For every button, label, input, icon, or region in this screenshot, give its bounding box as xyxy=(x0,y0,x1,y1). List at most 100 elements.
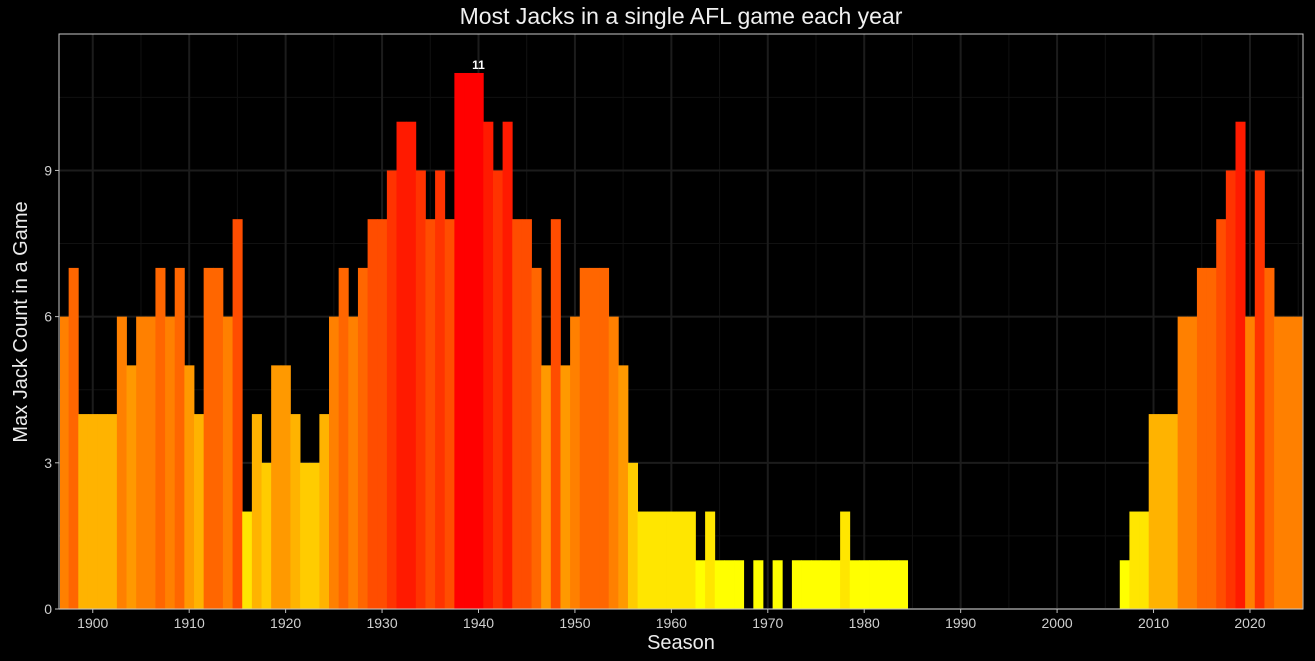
bar-2021 xyxy=(1254,170,1265,609)
x-tick-label: 2020 xyxy=(1234,615,1265,631)
bar-1971 xyxy=(772,560,783,609)
bar-1923 xyxy=(309,462,320,609)
bar-1933 xyxy=(406,121,417,610)
x-tick-label: 1930 xyxy=(366,615,397,631)
y-tick-label: 6 xyxy=(44,309,52,325)
bar-1902 xyxy=(107,414,118,609)
bar-2024 xyxy=(1283,316,1294,609)
bar-1931 xyxy=(386,170,397,609)
bar-1904 xyxy=(126,365,137,609)
bar-2010 xyxy=(1148,414,1159,609)
x-tick-label: 1900 xyxy=(77,615,108,631)
bar-1901 xyxy=(97,414,108,609)
bar-2016 xyxy=(1206,267,1217,609)
bar-2008 xyxy=(1129,511,1140,609)
bar-1961 xyxy=(676,511,687,609)
bar-1940 xyxy=(473,72,484,610)
bar-1973 xyxy=(791,560,802,609)
bar-1984 xyxy=(897,560,909,609)
bar-1952 xyxy=(589,267,600,609)
bar-2007 xyxy=(1119,560,1130,609)
bar-1920 xyxy=(280,365,291,609)
bar-1926 xyxy=(338,267,349,609)
bar-1963 xyxy=(695,560,706,609)
bar-2013 xyxy=(1177,316,1188,609)
x-tick-label: 2000 xyxy=(1042,615,1073,631)
bar-1948 xyxy=(550,219,561,609)
bar-1899 xyxy=(78,414,89,609)
bar-1978 xyxy=(840,511,851,609)
bar-1916 xyxy=(242,511,253,609)
bar-1979 xyxy=(849,560,860,609)
bar-1897 xyxy=(60,316,70,609)
y-axis-label: Max Jack Count in a Game xyxy=(10,201,32,442)
bar-1941 xyxy=(483,121,494,610)
bar-1915 xyxy=(232,219,243,609)
bar-1937 xyxy=(444,219,455,609)
bar-1910 xyxy=(184,365,195,609)
bar-2014 xyxy=(1187,316,1198,609)
bar-1942 xyxy=(492,170,503,609)
bar-2012 xyxy=(1167,414,1179,609)
bar-2020 xyxy=(1245,316,1256,609)
bar-1956 xyxy=(627,462,639,609)
bar-1967 xyxy=(734,560,745,609)
y-tick-label: 0 xyxy=(44,601,52,617)
bars xyxy=(60,72,1303,610)
x-axis-ticks: 1900 1910 1920 1930 1940 1950 1960 1970 1980 1990… xyxy=(77,609,1266,631)
bar-1909 xyxy=(174,267,185,609)
plot-panel-border xyxy=(58,33,1304,610)
bar-2018 xyxy=(1225,170,1236,609)
bar-1906 xyxy=(145,316,156,609)
x-tick-label: 1960 xyxy=(656,615,687,631)
bar-2017 xyxy=(1216,219,1227,609)
bar-1943 xyxy=(502,121,513,610)
x-tick-label: 1970 xyxy=(752,615,783,631)
bar-1925 xyxy=(329,316,340,609)
x-tick-label: 1910 xyxy=(174,615,205,631)
y-tick-label: 9 xyxy=(44,162,52,178)
bar-1905 xyxy=(136,316,147,609)
bar-1938 xyxy=(454,72,465,610)
bar-1929 xyxy=(367,219,378,609)
bar-1934 xyxy=(415,170,426,609)
bar-1966 xyxy=(724,560,735,609)
bar-1959 xyxy=(656,511,667,609)
bar-1907 xyxy=(155,267,166,609)
bar-1976 xyxy=(820,560,831,609)
chart-title: Most Jacks in a single AFL game each yea… xyxy=(460,3,903,29)
x-tick-label: 1920 xyxy=(270,615,301,631)
x-tick-label: 1950 xyxy=(559,615,590,631)
bar-1980 xyxy=(859,560,870,609)
x-tick-label: 1940 xyxy=(463,615,494,631)
bar-1922 xyxy=(300,462,311,609)
x-tick-label: 1990 xyxy=(945,615,976,631)
bar-1913 xyxy=(213,267,224,609)
bar-1947 xyxy=(541,365,552,609)
bar-1903 xyxy=(116,316,127,609)
bar-1974 xyxy=(801,560,812,609)
bar-1981 xyxy=(869,560,880,609)
bar-1912 xyxy=(203,267,214,609)
bar-1936 xyxy=(435,170,446,609)
x-tick-label: 2010 xyxy=(1138,615,1169,631)
bar-1928 xyxy=(357,267,368,609)
bar-1932 xyxy=(396,121,407,610)
bar-1918 xyxy=(261,462,272,609)
bar-1960 xyxy=(666,511,677,609)
bar-1955 xyxy=(618,365,629,609)
bar-1921 xyxy=(290,414,301,609)
bar-1924 xyxy=(319,414,330,609)
bar-1949 xyxy=(560,365,571,609)
bar-1965 xyxy=(714,560,725,609)
bar-1982 xyxy=(878,560,889,609)
bar-2023 xyxy=(1274,316,1285,609)
bar-1914 xyxy=(222,316,233,609)
bar-1935 xyxy=(425,219,436,609)
bar-1977 xyxy=(830,560,841,609)
bar-1898 xyxy=(68,267,79,609)
y-axis-ticks: 0 3 6 9 xyxy=(44,162,59,617)
bar-1917 xyxy=(251,414,262,609)
bar-1975 xyxy=(811,560,822,609)
bar-2015 xyxy=(1196,267,1207,609)
